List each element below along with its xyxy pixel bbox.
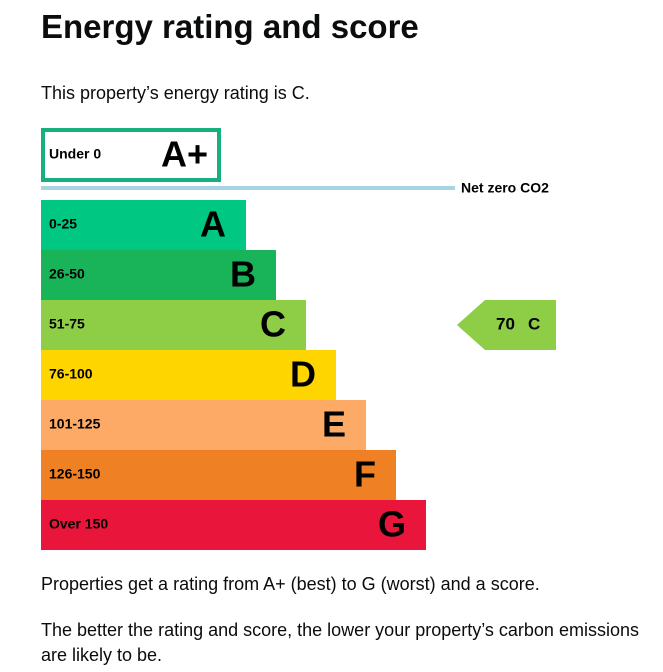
band-letter: F — [354, 454, 376, 495]
band-letter: A — [200, 204, 226, 245]
rating-chart: Under 0 A+ Net zero CO2 0-25 A 26-50 B 51-75 C 76… — [41, 128, 556, 550]
intro: This property’s energy rating is C. — [41, 83, 310, 103]
band-letter: C — [260, 304, 286, 345]
net-zero-label: Net zero CO2 — [461, 180, 549, 196]
current-rating-arrow — [457, 300, 556, 350]
band-range: Over 150 — [49, 516, 108, 532]
current-letter: C — [528, 314, 540, 333]
band-box — [41, 128, 221, 182]
band — [41, 300, 306, 350]
band-range: Under 0 — [49, 146, 101, 162]
band — [41, 500, 426, 550]
band-range: 51-75 — [49, 316, 85, 332]
band-range: 76-100 — [49, 366, 93, 382]
band — [41, 350, 336, 400]
band-range: 26-50 — [49, 266, 85, 282]
band-letter: A+ — [161, 134, 208, 175]
band-range: 0-25 — [49, 216, 77, 232]
band — [41, 450, 396, 500]
band-letter: B — [230, 254, 256, 295]
band-range: 126-150 — [49, 466, 101, 482]
current-score: 70 — [496, 314, 515, 333]
paragraph: The better the rating and score, the low… — [41, 620, 639, 665]
band-letter: G — [378, 504, 406, 545]
paragraph: Properties get a rating from A+ (best) t… — [41, 574, 540, 594]
band-letter: E — [322, 404, 346, 445]
page-title: Energy rating and score — [41, 8, 419, 45]
band — [41, 250, 276, 300]
band — [41, 200, 246, 250]
band-letter: D — [290, 354, 316, 395]
band — [41, 400, 366, 450]
band-range: 101-125 — [49, 416, 101, 432]
